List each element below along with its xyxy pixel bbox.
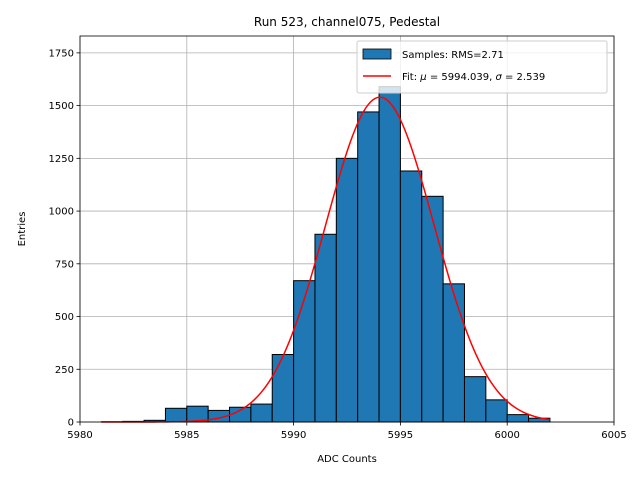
- legend-fit-prefix: Fit:: [402, 72, 420, 83]
- legend-box: [356, 40, 608, 94]
- y-tick-label: 1000: [49, 207, 74, 218]
- legend-fit-mu-value: = 5994.039,: [427, 72, 496, 83]
- x-tick-label: 5980: [67, 430, 92, 441]
- y-tick-label: 1250: [49, 154, 74, 165]
- x-tick-label: 5990: [281, 430, 306, 441]
- histogram-bar: [335, 157, 359, 423]
- y-tick-label: 250: [55, 365, 74, 376]
- x-axis-ticks: 5980 5985 5990 5995 6000 6005: [67, 422, 627, 441]
- legend-fit-mu-symbol: μ: [419, 72, 426, 83]
- histogram-bar: [463, 376, 487, 423]
- x-tick-label: 6000: [494, 430, 519, 441]
- y-tick-label: 0: [68, 418, 74, 429]
- histogram-bars: [100, 86, 551, 423]
- histogram-bar: [314, 233, 337, 423]
- legend-label-samples: Samples: RMS=2.71: [402, 50, 504, 61]
- plot-frame: [79, 35, 615, 423]
- y-axis-ticks: 0 250 500 750 1000 1250 1500 1750: [49, 48, 80, 429]
- legend-label-fit: Fit: μ = 5994.039, σ = 2.539: [402, 72, 545, 83]
- y-tick-label: 500: [55, 312, 74, 323]
- legend-fit-sigma-value: = 2.539: [502, 72, 545, 83]
- histogram-bar: [378, 86, 401, 423]
- legend-fit-sigma-symbol: σ: [495, 72, 502, 83]
- histogram-bar: [485, 399, 508, 423]
- histogram-bar: [399, 170, 423, 423]
- histogram-bar: [250, 403, 273, 423]
- histogram-bar: [293, 280, 316, 423]
- y-tick-label: 1750: [49, 48, 74, 59]
- histogram-bar: [421, 195, 444, 423]
- x-tick-label: 5985: [174, 430, 199, 441]
- chart-title: Run 523, channel075, Pedestal: [254, 15, 440, 29]
- y-tick-label: 750: [55, 259, 74, 270]
- x-axis-label: ADC Counts: [317, 454, 377, 465]
- histogram-bar: [271, 354, 295, 423]
- y-axis-label: Entries: [17, 212, 28, 247]
- histogram-bar: [442, 283, 465, 423]
- legend-swatch-samples: [362, 48, 392, 60]
- histogram-bar: [164, 407, 188, 423]
- histogram-bar: [357, 111, 380, 423]
- y-tick-label: 1500: [49, 101, 74, 112]
- histogram-bar: [506, 414, 530, 423]
- x-tick-label: 6005: [601, 430, 626, 441]
- x-tick-label: 5995: [388, 430, 413, 441]
- legend: Samples: RMS=2.71 Fit: μ = 5994.039, σ =…: [356, 40, 608, 94]
